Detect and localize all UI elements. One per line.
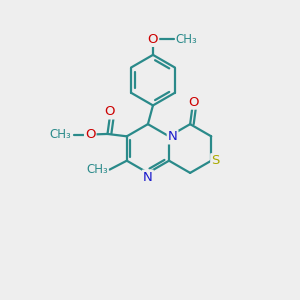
Text: N: N xyxy=(143,170,153,184)
Text: S: S xyxy=(211,154,220,167)
Text: CH₃: CH₃ xyxy=(50,128,71,141)
Text: N: N xyxy=(168,130,178,143)
Text: CH₃: CH₃ xyxy=(176,33,198,46)
Text: CH₃: CH₃ xyxy=(86,163,108,176)
Text: O: O xyxy=(85,128,95,141)
Text: O: O xyxy=(148,33,158,46)
Text: O: O xyxy=(105,106,115,118)
Text: O: O xyxy=(188,96,199,109)
